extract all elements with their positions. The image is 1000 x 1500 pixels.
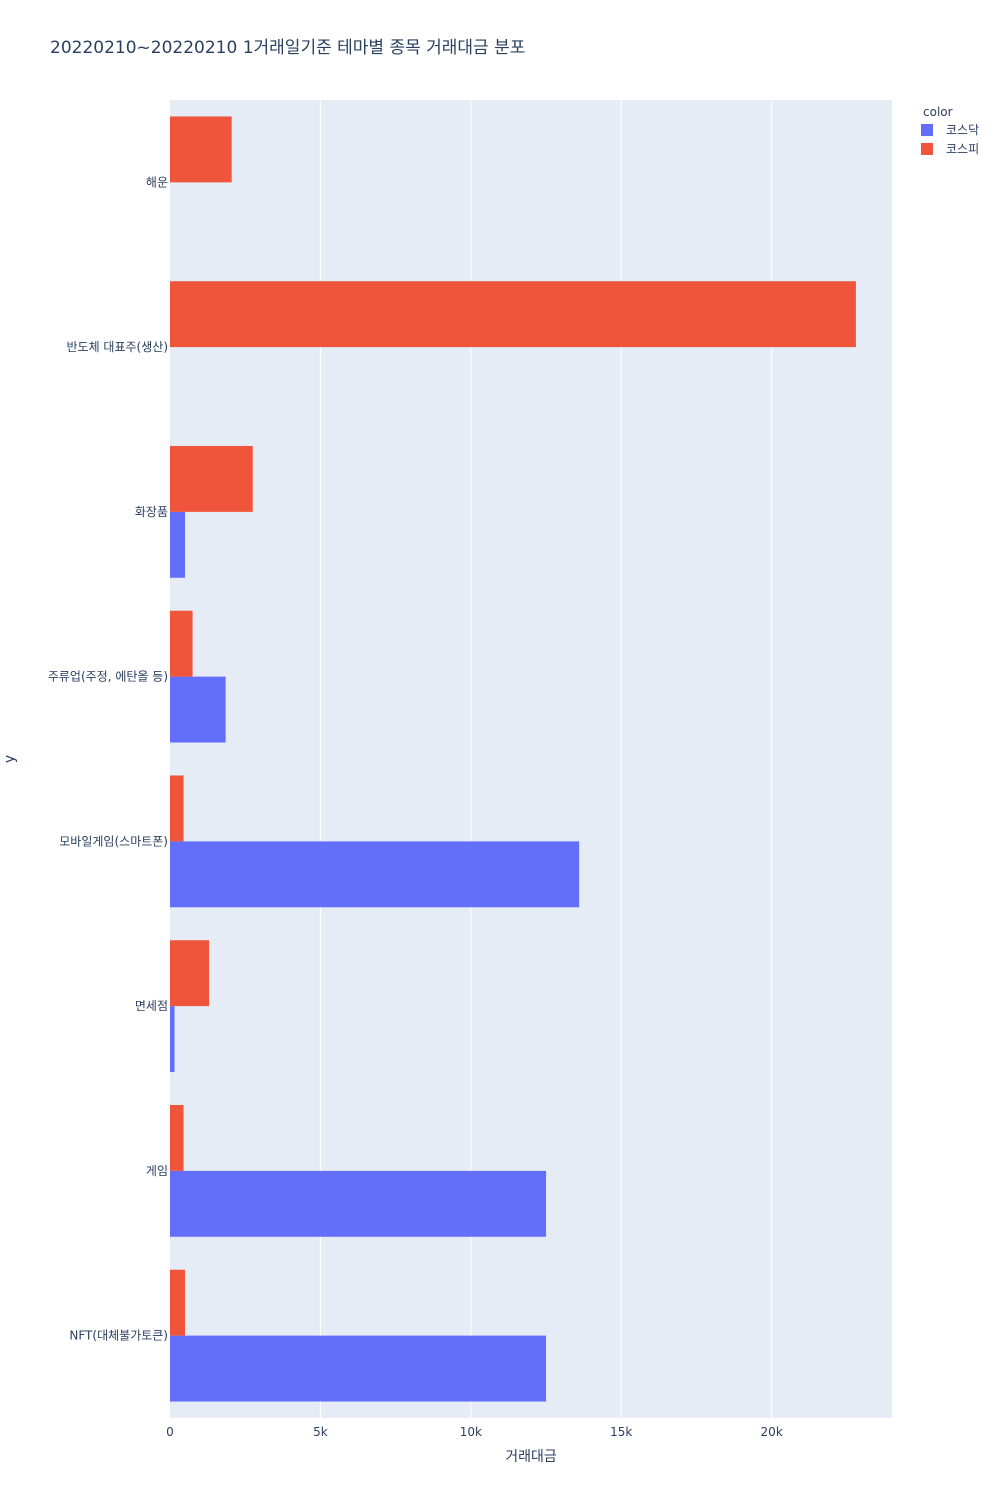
bar-kospi [170,281,856,348]
x-tick-label: 10k [460,1425,482,1439]
y-tick-label: 주류업(주정, 에탄올 등) [48,670,168,684]
x-tick-label: 0 [166,1425,174,1439]
x-tick-labels: 0 5k 10k 15k 20k [166,1425,783,1439]
bar-kospi [170,1269,186,1336]
bar-kospi [170,775,184,842]
bar-kosdaq [170,841,580,908]
bar-kospi [170,1104,184,1171]
y-tick-label: 게임 [146,1164,168,1178]
x-tick-label: 5k [313,1425,328,1439]
bar-kosdaq [170,1006,175,1073]
legend-label: 코스닥 [946,123,979,137]
y-tick-label: 면세점 [135,999,168,1013]
y-tick-label: NFT(대체불가토큰) [69,1329,168,1343]
bar-kospi [170,940,210,1007]
legend-swatch [921,124,933,136]
bars [170,116,856,1402]
bar-kosdaq [170,676,226,743]
bar-kospi [170,116,232,183]
bar-kospi [170,445,253,512]
x-tick-label: 15k [610,1425,632,1439]
chart-title: 20220210~20220210 1거래일기준 테마별 종목 거래대금 분포 [50,38,526,58]
x-tick-label: 20k [761,1425,783,1439]
bar-kospi [170,610,193,677]
x-axis-title: 거래대금 [505,1449,557,1465]
bar-kosdaq [170,511,186,578]
legend-swatch [921,143,933,155]
y-tick-label: 화장품 [135,505,168,519]
y-tick-label: 반도체 대표주(생산) [67,340,169,354]
y-tick-label: 해운 [146,175,168,189]
bar-kosdaq [170,1335,547,1402]
y-axis-title: y [2,755,18,763]
legend-title: color [923,105,953,119]
bar-kosdaq [170,1170,547,1237]
y-tick-label: 모바일게임(스마트폰) [59,834,168,848]
legend-label: 코스피 [946,142,979,156]
